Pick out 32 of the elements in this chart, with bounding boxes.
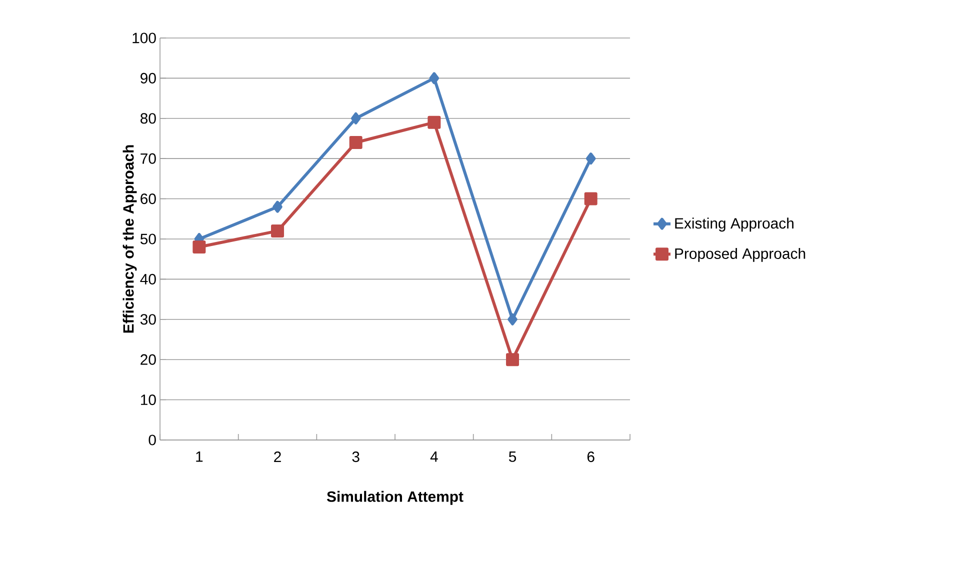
y-tick-label: 60 <box>140 193 156 204</box>
point <box>586 152 596 165</box>
point <box>428 116 441 129</box>
point <box>192 240 206 254</box>
point <box>508 313 518 326</box>
point <box>506 353 520 366</box>
y-tick-label: 10 <box>141 394 156 406</box>
point <box>272 200 282 213</box>
y-tick-label: 0 <box>148 434 156 446</box>
legend-label: Existing Approach <box>675 218 794 232</box>
y-tick-label: 80 <box>140 113 156 124</box>
y-tick-label: 40 <box>140 274 156 284</box>
y-tick-label: 30 <box>140 314 156 325</box>
x-tick-label: 1 <box>196 452 203 462</box>
x-axis-title: Simulation Attempt <box>326 490 464 505</box>
y-tick-label: 90 <box>140 72 156 84</box>
x-tick-label: 2 <box>274 452 281 462</box>
x-tick-label: 5 <box>508 452 516 462</box>
legend-label: Proposed Approach <box>675 248 806 262</box>
x-tick-label: 6 <box>587 452 594 462</box>
point <box>271 224 284 238</box>
y-tick-label: 100 <box>132 32 156 44</box>
point <box>429 72 440 84</box>
point <box>584 192 598 206</box>
point <box>350 112 361 124</box>
y-tick-label: 70 <box>140 153 156 164</box>
x-tick-label: 3 <box>352 452 360 462</box>
point <box>349 136 362 150</box>
y-tick-label: 50 <box>140 234 156 244</box>
x-tick-label: 4 <box>430 452 438 462</box>
y-tick-label: 20 <box>140 354 156 365</box>
y-axis-title: Efficiency of the Approach <box>122 145 137 333</box>
